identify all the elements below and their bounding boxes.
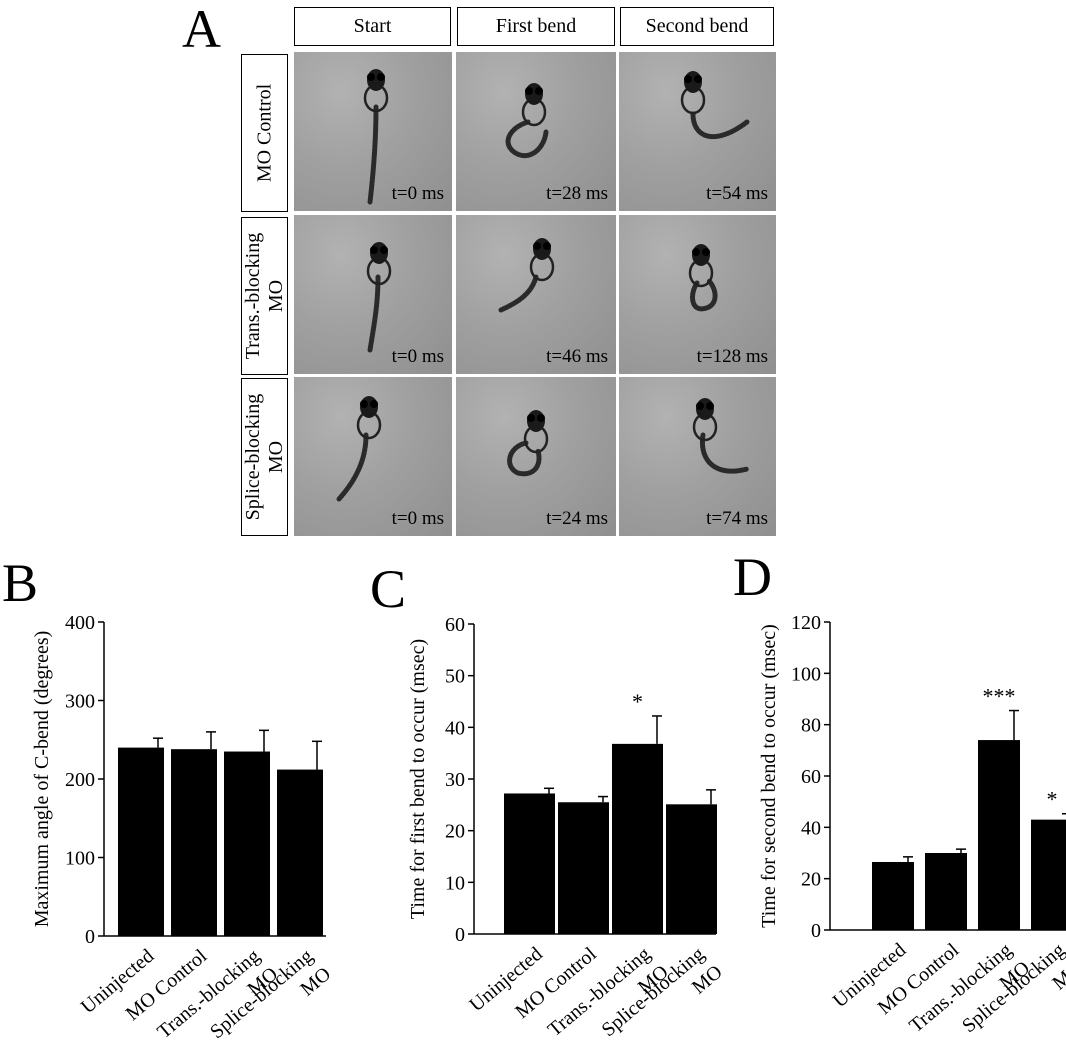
larva-image — [336, 396, 382, 502]
y-axis-label: Maximum angle of C-bend (degrees) — [31, 631, 53, 928]
row-header-trans-blocking: Trans.-blocking MO — [241, 217, 288, 375]
larva-image — [498, 238, 555, 313]
chart-c: 0 10 20 30 40 50 60 Time for first bend to occu… — [407, 614, 727, 1041]
bar — [612, 743, 663, 934]
bar — [118, 747, 164, 936]
chart-d: 0 20 40 60 80 100 120 Time for second bend to o… — [758, 612, 1066, 1037]
timestamp-label: t=24 ms — [546, 508, 608, 529]
timestamp-label: t=128 ms — [696, 346, 768, 367]
bar — [224, 751, 270, 936]
larva-frame: t=24 ms — [456, 377, 616, 536]
y-tick-label: 0 — [85, 926, 95, 948]
y-tick-label: 20 — [801, 869, 821, 891]
y-axis-label: Time for first bend to occur (msec) — [407, 639, 429, 919]
column-header-second-bend: Second bend — [620, 7, 774, 46]
timestamp-label: t=0 ms — [391, 508, 444, 529]
panel-a-letter: A — [182, 0, 221, 59]
larva-image — [363, 69, 389, 205]
y-tick-label: 100 — [791, 663, 821, 685]
bar — [872, 861, 914, 930]
panel-b-letter: B — [2, 553, 39, 613]
y-tick-label: 0 — [811, 920, 821, 942]
y-tick-label: 10 — [445, 872, 465, 894]
y-tick-label: 200 — [65, 769, 95, 791]
larva-image — [507, 410, 549, 477]
y-tick-label: 40 — [801, 817, 821, 839]
y-tick-label: 100 — [65, 848, 95, 870]
bar — [504, 793, 555, 934]
y-tick-label: 80 — [801, 715, 821, 737]
larva-frame: t=0 ms — [294, 215, 452, 374]
panel-c-letter: C — [370, 559, 407, 619]
larva-image — [505, 83, 549, 159]
row-header-mo-control: MO Control — [241, 54, 288, 212]
column-header-start: Start — [294, 7, 451, 46]
larva-frame: t=0 ms — [294, 52, 452, 211]
bar — [1031, 819, 1066, 930]
y-tick-label: 300 — [65, 691, 95, 713]
y-tick-label: 30 — [445, 769, 465, 791]
larva-frame: t=28 ms — [456, 52, 616, 211]
larva-frame: t=128 ms — [619, 215, 776, 374]
timestamp-label: t=0 ms — [391, 183, 444, 204]
larva-image — [366, 242, 392, 353]
bar — [666, 804, 717, 934]
panel-d-letter: D — [733, 547, 772, 607]
bar — [978, 740, 1020, 930]
larva-image — [688, 244, 718, 312]
larva-frame: t=46 ms — [456, 215, 616, 374]
column-header-first-bend: First bend — [457, 7, 615, 46]
larva-image — [692, 398, 750, 474]
timestamp-label: t=54 ms — [706, 183, 768, 204]
y-tick-label: 60 — [801, 766, 821, 788]
bar — [925, 853, 967, 930]
significance-label: * — [632, 689, 643, 714]
larva-frame: t=0 ms — [294, 377, 452, 536]
y-tick-label: 50 — [445, 666, 465, 688]
larva-image — [680, 71, 750, 140]
y-tick-label: 120 — [791, 612, 821, 634]
timestamp-label: t=0 ms — [391, 346, 444, 367]
timestamp-label: t=74 ms — [706, 508, 768, 529]
timestamp-label: t=28 ms — [546, 183, 608, 204]
significance-label: * — [1047, 787, 1058, 812]
y-tick-label: 0 — [455, 924, 465, 946]
larva-frame: t=74 ms — [619, 377, 776, 536]
row-header-splice-blocking: Splice-blocking MO — [241, 378, 288, 536]
significance-label: *** — [983, 684, 1016, 709]
y-axis-label: Time for second bend to occur (msec) — [758, 624, 780, 928]
bar — [558, 802, 609, 934]
chart-b: 0 100 200 300 400 Maximum angle of C-bend (de… — [31, 612, 335, 1043]
y-tick-label: 20 — [445, 821, 465, 843]
y-tick-label: 400 — [65, 612, 95, 634]
bar — [277, 769, 323, 936]
y-tick-label: 60 — [445, 614, 465, 636]
larva-frame: t=54 ms — [619, 52, 776, 211]
timestamp-label: t=46 ms — [546, 346, 608, 367]
y-tick-label: 40 — [445, 717, 465, 739]
bar — [171, 749, 217, 936]
